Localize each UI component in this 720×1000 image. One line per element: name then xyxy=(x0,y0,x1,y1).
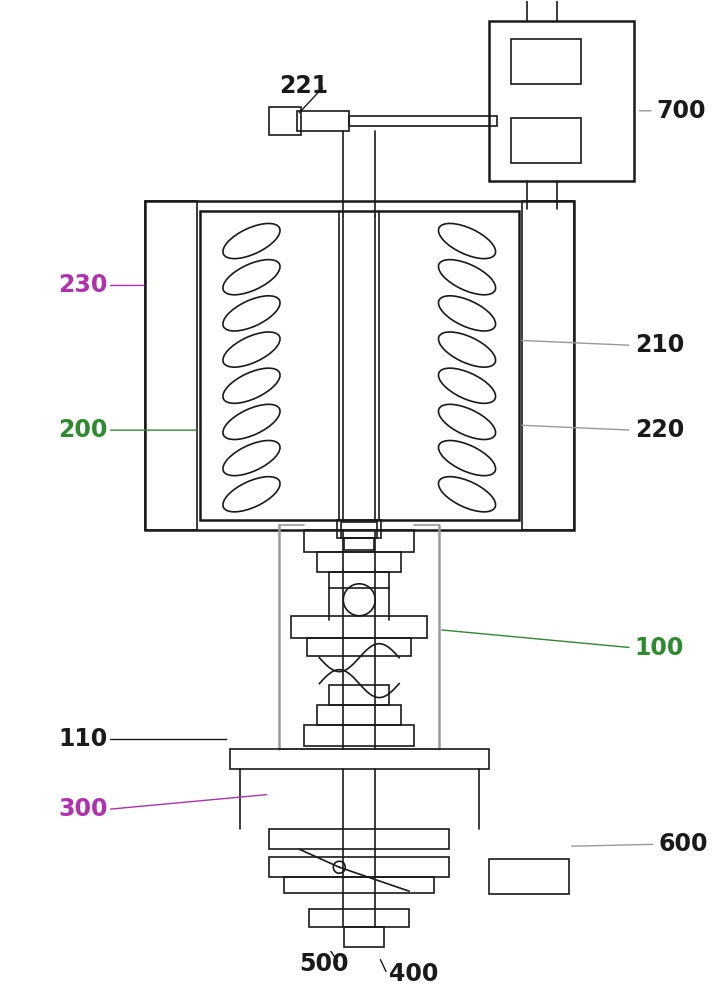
Bar xyxy=(305,725,414,746)
Text: 300: 300 xyxy=(58,797,107,821)
Bar xyxy=(489,859,569,894)
Bar xyxy=(349,116,497,126)
Text: 100: 100 xyxy=(634,636,684,660)
Bar xyxy=(269,857,449,877)
Bar xyxy=(199,211,519,520)
Bar xyxy=(318,705,401,725)
Bar xyxy=(489,21,634,181)
Text: 221: 221 xyxy=(279,74,328,98)
Text: 210: 210 xyxy=(634,333,684,357)
Bar xyxy=(511,118,581,163)
Bar xyxy=(337,520,381,538)
Bar xyxy=(297,111,349,131)
Text: 230: 230 xyxy=(58,273,107,297)
Bar xyxy=(292,616,427,638)
Bar xyxy=(145,201,574,530)
Bar xyxy=(318,552,401,572)
Text: 110: 110 xyxy=(58,728,107,752)
Bar xyxy=(511,39,581,84)
Text: 500: 500 xyxy=(300,952,349,976)
Bar xyxy=(305,530,414,552)
Text: 220: 220 xyxy=(634,418,684,442)
Bar xyxy=(145,201,197,530)
Bar xyxy=(307,638,411,656)
Text: 200: 200 xyxy=(58,418,107,442)
Bar xyxy=(269,829,449,849)
Bar xyxy=(344,538,374,550)
Text: 400: 400 xyxy=(390,962,438,986)
Text: 700: 700 xyxy=(657,99,706,123)
Bar xyxy=(522,201,574,530)
Bar xyxy=(341,522,377,538)
Bar xyxy=(329,572,390,588)
Bar xyxy=(284,877,434,893)
Bar xyxy=(269,107,302,135)
Bar xyxy=(230,749,489,769)
Text: 600: 600 xyxy=(659,832,708,856)
Bar xyxy=(344,927,384,947)
Bar xyxy=(329,685,390,705)
Bar xyxy=(310,909,409,927)
